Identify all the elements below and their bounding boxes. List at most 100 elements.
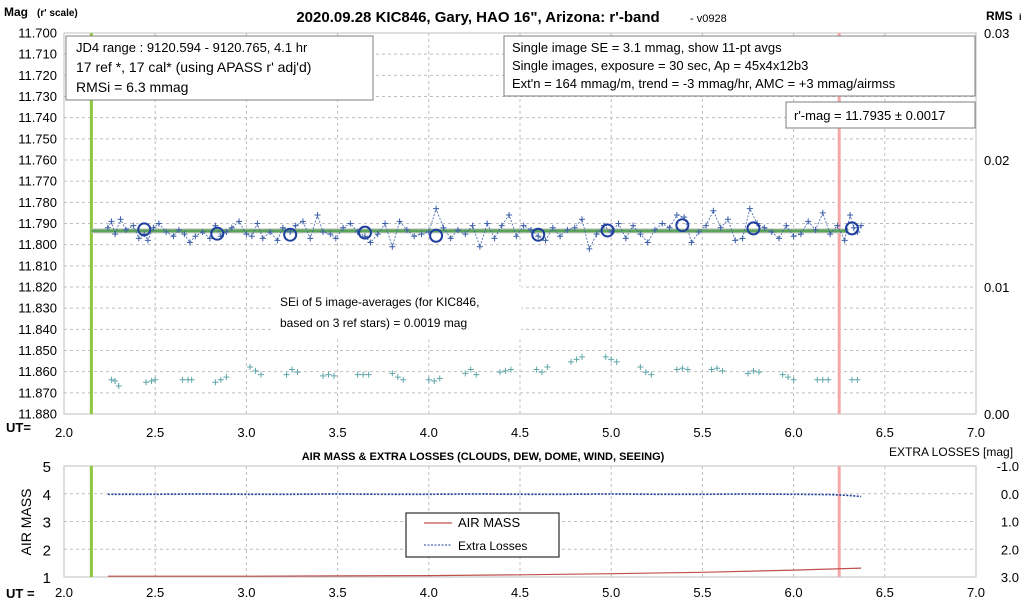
bottom-x-tick-label: 6.5: [876, 585, 894, 600]
single-image-point: [236, 218, 243, 225]
top-x-axis-label: UT=: [6, 420, 31, 435]
average-point: [675, 218, 690, 233]
bottom-y-tick-label: 5: [43, 459, 51, 476]
single-image-point: [150, 224, 157, 231]
info-box-right-line-1: Single image SE = 3.1 mmag, show 11-pt a…: [512, 40, 782, 55]
single-image-point: [732, 237, 739, 244]
top-y-tick-label: 11.750: [18, 131, 57, 146]
single-image-point: [130, 222, 137, 229]
single-image-point: [104, 224, 111, 231]
single-image-point: [790, 233, 797, 240]
single-image-point: [827, 231, 834, 238]
rms-point: [602, 353, 609, 360]
single-image-point: [834, 222, 841, 229]
single-image-point: [186, 239, 193, 246]
single-image-point: [783, 222, 790, 229]
rms-point: [152, 376, 159, 383]
single-image-point: [267, 228, 274, 235]
rms-point: [247, 364, 254, 371]
legend-airmass-label: AIR MASS: [458, 515, 520, 530]
bottom-x-tick-label: 4.0: [420, 585, 438, 600]
rms-point: [431, 377, 438, 384]
info-box-left-line-3: RMSi = 6.3 mmag: [76, 79, 188, 95]
rms-point: [825, 376, 832, 383]
top-y2-tick-label: 0.02: [984, 153, 1009, 168]
top-y-tick-label: 11.810: [18, 258, 57, 273]
rms-point: [755, 369, 762, 376]
single-image-point: [144, 237, 151, 244]
sei-line-1: SEi of 5 image-averages (for KIC846,: [280, 295, 479, 309]
rms-point: [544, 364, 551, 371]
top-y2-tick-label: 0.01: [984, 280, 1009, 295]
single-image-point: [666, 224, 673, 231]
rms-point: [143, 379, 150, 386]
info-box-right-line-2: Single images, exposure = 30 sec, Ap = 4…: [512, 58, 808, 73]
average-point: [531, 227, 546, 242]
rms-point: [713, 365, 720, 372]
single-image-point: [274, 237, 281, 244]
single-image-point: [447, 235, 454, 242]
average-point: [844, 221, 859, 236]
air-mass-line: [107, 567, 862, 577]
rms-point: [854, 376, 861, 383]
rms-point: [507, 366, 514, 373]
bottom-x-tick-label: 3.5: [329, 585, 347, 600]
single-image-point: [418, 231, 425, 238]
single-image-point: [206, 235, 213, 242]
single-image-point: [768, 228, 775, 235]
single-image-point: [332, 235, 339, 242]
rms-point: [325, 371, 332, 378]
top-y-tick-label: 11.760: [18, 153, 57, 168]
single-image-point: [703, 222, 710, 229]
rms-point: [148, 377, 155, 384]
average-point: [210, 226, 225, 241]
single-image-point: [123, 226, 130, 233]
top-x-tick-label: 5.0: [602, 425, 620, 440]
average-point: [137, 222, 152, 237]
single-image-point: [571, 224, 578, 231]
single-image-point: [506, 212, 513, 219]
single-image-point: [462, 231, 469, 238]
single-image-point: [805, 218, 812, 225]
average-point: [429, 228, 444, 243]
rms-point: [217, 376, 224, 383]
top-y-tick-label: 11.770: [18, 174, 57, 189]
rms-point: [294, 369, 301, 376]
rms-point: [848, 376, 855, 383]
single-image-point: [181, 231, 188, 238]
single-image-point: [248, 233, 255, 240]
bottom-x-tick-label: 2.5: [146, 585, 164, 600]
rms-point: [648, 371, 655, 378]
bottom-x-tick-label: 4.5: [511, 585, 529, 600]
top-y-tick-label: 11.860: [18, 364, 57, 379]
single-image-point: [454, 226, 461, 233]
single-image-point: [223, 228, 230, 235]
rms-point: [533, 366, 540, 373]
rms-point: [436, 375, 443, 382]
rms-point: [790, 376, 797, 383]
single-image-point: [812, 226, 819, 233]
top-x-tick-label: 6.0: [785, 425, 803, 440]
info-box-right-line-3: Ext'n = 164 mmag/m, trend = -3 mmag/hr, …: [512, 76, 896, 91]
top-y-tick-label: 11.790: [18, 216, 57, 231]
bottom-y-axis-label: AIR MASS: [18, 489, 34, 556]
bottom-y-tick-label: 3: [43, 515, 51, 532]
bottom-x-tick-label: 5.0: [602, 585, 620, 600]
rms-point: [179, 376, 186, 383]
single-image-point: [389, 243, 396, 250]
rms-point: [819, 376, 826, 383]
top-y2-tick-label: 0.03: [984, 26, 1009, 41]
single-image-point: [724, 216, 731, 223]
bottom-y-tick-label: 2: [43, 542, 51, 559]
rms-point: [425, 376, 432, 383]
rms-point: [750, 367, 757, 374]
rms-point: [785, 374, 792, 381]
single-image-point: [433, 205, 440, 212]
average-point: [746, 221, 761, 236]
single-image-point: [259, 235, 266, 242]
rms-point: [502, 367, 509, 374]
average-point: [357, 225, 372, 240]
single-image-point: [593, 231, 600, 238]
top-x-tick-label: 2.0: [55, 425, 73, 440]
rms-point: [354, 371, 361, 378]
